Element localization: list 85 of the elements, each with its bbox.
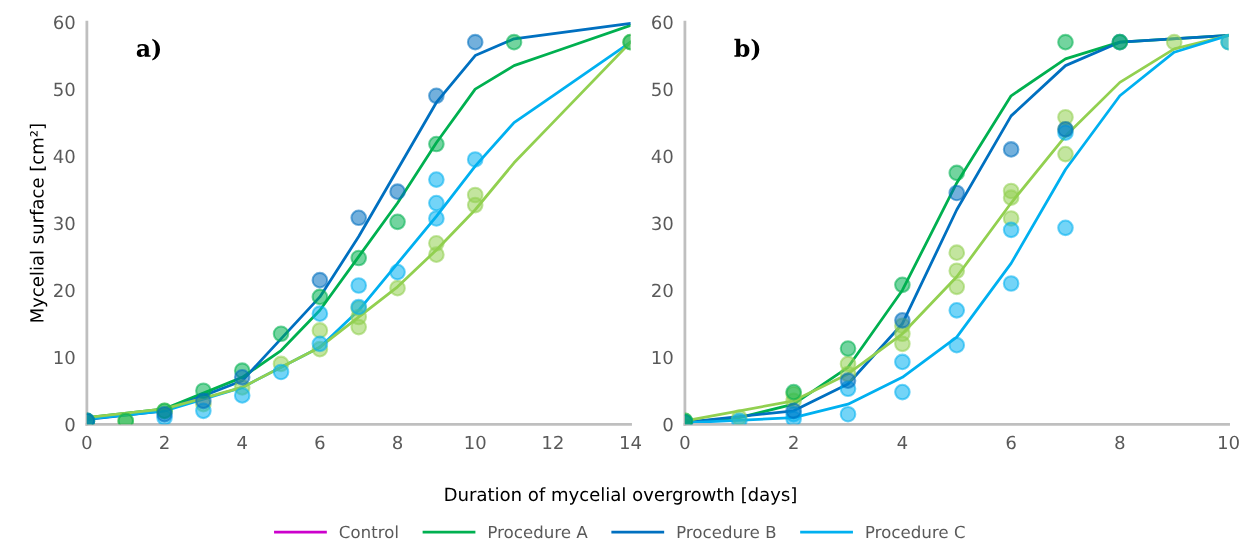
legend-label: Procedure A: [488, 525, 588, 539]
point: [311, 322, 329, 339]
point: [428, 171, 445, 188]
x-tick-label: 8: [393, 435, 403, 450]
point: [466, 33, 484, 51]
y-tick-label: 50: [652, 82, 673, 97]
point: [505, 33, 523, 51]
legend-label: Control: [339, 525, 398, 539]
y-axis-title: Mycelial surface [cm²]: [29, 124, 48, 322]
x-tick-label: 6: [315, 435, 325, 450]
point: [272, 325, 290, 343]
point: [233, 369, 251, 386]
point: [839, 340, 857, 357]
point: [466, 151, 484, 168]
point: [839, 372, 857, 390]
point: [948, 301, 966, 319]
y-tick-label: 40: [651, 149, 673, 164]
text: b): [734, 38, 760, 61]
point: [948, 244, 966, 261]
point: [1002, 182, 1020, 200]
y-tick-label: 60: [54, 15, 75, 30]
x-tick-label: 10: [465, 435, 486, 450]
point: [1002, 221, 1020, 239]
y-tick-label: 10: [652, 350, 673, 365]
y-tick-label: 10: [54, 350, 75, 365]
x-axis-title: Duration of mycelial overgrowth [days]: [445, 487, 796, 505]
point: [311, 335, 329, 353]
point: [272, 363, 290, 381]
point: [894, 353, 911, 371]
legend-label: Procedure B: [677, 525, 776, 539]
legend-label: Procedure C: [866, 525, 965, 539]
point: [350, 249, 368, 267]
point: [1057, 33, 1074, 51]
point: [428, 135, 445, 153]
y-tick-label: 50: [54, 82, 75, 97]
x-tick-label: 0: [680, 435, 690, 450]
point: [389, 213, 406, 231]
point: [948, 164, 966, 182]
point: [1002, 275, 1020, 292]
point: [350, 209, 368, 227]
y-tick-label: 20: [54, 283, 75, 298]
y-tick-label: 20: [652, 283, 673, 298]
point: [311, 305, 329, 322]
point: [948, 184, 966, 202]
y-tick-label: 30: [54, 216, 75, 231]
x-tick-label: 4: [237, 435, 247, 450]
point: [389, 263, 406, 281]
point: [350, 277, 368, 294]
x-tick-label: 2: [160, 435, 169, 450]
point: [389, 279, 406, 297]
point: [428, 210, 445, 227]
point: [428, 87, 445, 105]
x-tick-label: 10: [1219, 435, 1239, 450]
point: [428, 194, 445, 212]
x-tick-label: 6: [1006, 435, 1016, 450]
point: [1002, 141, 1020, 158]
x-tick-label: 14: [621, 435, 642, 450]
y-tick-label: 60: [652, 15, 673, 30]
point: [1057, 219, 1074, 237]
point: [894, 383, 911, 401]
y-tick-label: 0: [663, 417, 673, 432]
x-tick-label: 8: [1115, 435, 1125, 450]
point: [1165, 33, 1183, 51]
point: [894, 312, 911, 329]
y-tick-label: 40: [53, 149, 75, 164]
text: a): [136, 38, 161, 61]
point: [839, 355, 857, 373]
point: [839, 405, 857, 423]
point: [428, 234, 445, 252]
point: [233, 387, 251, 404]
point: [466, 186, 484, 204]
point: [894, 276, 911, 294]
point: [311, 288, 329, 306]
point: [311, 271, 329, 289]
point: [389, 183, 406, 200]
y-tick-label: 30: [652, 216, 673, 231]
point: [948, 278, 966, 296]
x-tick-label: 0: [82, 435, 92, 450]
y-tick-label: 0: [65, 417, 75, 432]
x-tick-label: 2: [789, 435, 798, 450]
x-tick-label: 12: [543, 435, 563, 450]
point: [948, 262, 966, 280]
point: [948, 336, 966, 354]
x-tick-label: 4: [897, 435, 908, 450]
point: [1057, 145, 1074, 163]
